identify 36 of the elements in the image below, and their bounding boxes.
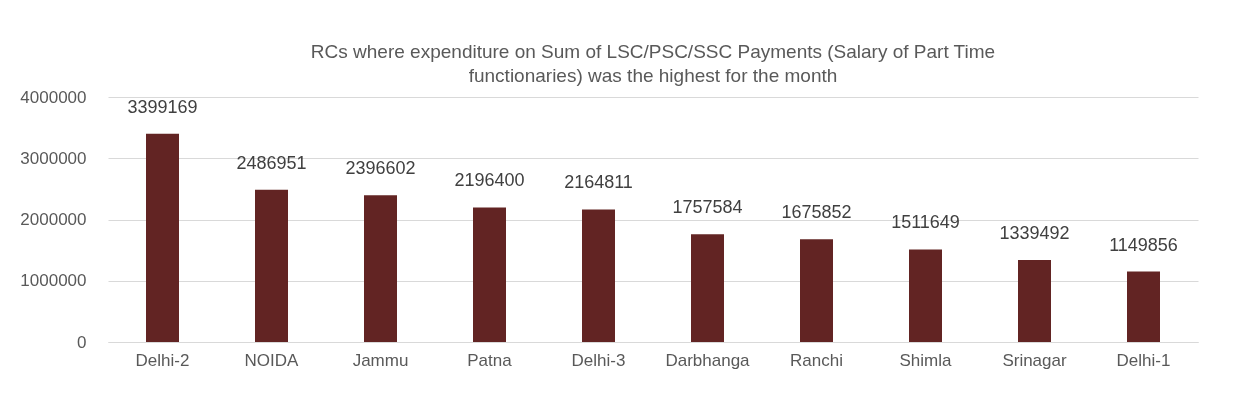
data-label: 2486951 (236, 152, 307, 173)
chart-title: RCs where expenditure on Sum of LSC/PSC/SSC Payments (Salary of Part Time functionaries) was the highest for the month (310, 41, 996, 86)
x-tick-label: Patna (467, 350, 513, 370)
bar (255, 189, 288, 342)
data-label: 1757584 (672, 197, 743, 218)
data-label: 2396602 (345, 158, 416, 179)
y-tick-label: 2000000 (20, 210, 87, 229)
y-tick-label: 1000000 (20, 271, 87, 291)
data-label: 2196400 (454, 170, 525, 191)
bar (473, 207, 506, 342)
y-tick-label: 0 (77, 332, 87, 352)
x-tick-label: Ranchi (790, 350, 843, 370)
data-label: 1149856 (1109, 234, 1178, 255)
x-tick-label: Delhi-1 (1116, 350, 1171, 370)
data-label: 1511649 (891, 212, 960, 233)
y-tick-label: 4000000 (20, 87, 87, 107)
bar (582, 209, 615, 342)
x-tick-label: Jammu (352, 350, 409, 370)
data-label: 3399169 (127, 96, 198, 117)
x-tick-label: NOIDA (244, 350, 300, 370)
bar (691, 234, 724, 342)
y-tick-label: 3000000 (20, 148, 87, 168)
bar (909, 249, 942, 342)
x-tick-label: Delhi-2 (135, 350, 190, 370)
bar (1018, 259, 1051, 342)
data-label: 1339492 (999, 222, 1070, 243)
x-tick-label: Shimla (899, 350, 953, 370)
x-tick-label: Delhi-3 (571, 350, 626, 370)
bar (364, 195, 397, 342)
bar (146, 133, 179, 342)
bar (800, 239, 833, 342)
data-label: 1675852 (781, 202, 852, 223)
x-tick-label: Darbhanga (665, 350, 751, 370)
bar (1127, 271, 1160, 342)
x-tick-label: Srinagar (1002, 350, 1067, 370)
data-label: 2164811 (564, 172, 633, 193)
